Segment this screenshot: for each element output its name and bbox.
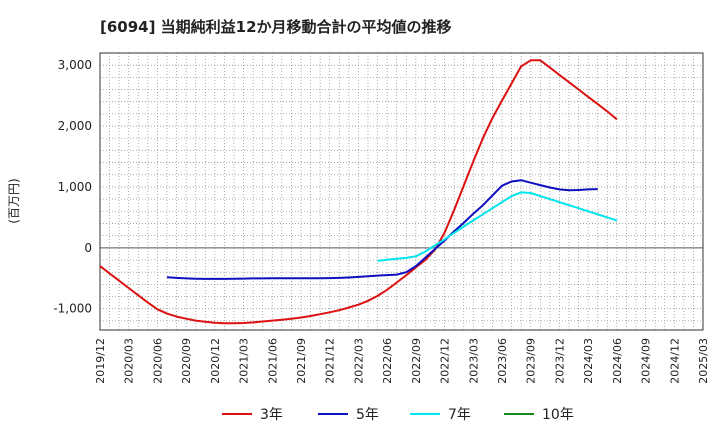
x-tick-label: 2021/06 <box>266 338 279 384</box>
x-axis-ticks: 2019/12 2020/03 2020/06 2020/09 2020/12 2021/… <box>94 338 710 384</box>
x-tick-label: 2023/03 <box>467 338 480 384</box>
series-line-3年 <box>99 59 618 325</box>
x-tick-label: 2022/09 <box>410 338 423 384</box>
x-tick-label: 2020/12 <box>209 338 222 384</box>
y-tick-label: -1,000 <box>53 302 92 316</box>
legend-label: 7年 <box>448 407 471 423</box>
y-tick-label: 1,000 <box>58 180 92 194</box>
legend-label: 5年 <box>356 407 379 423</box>
x-tick-label: 2023/12 <box>553 338 566 384</box>
y-tick-label: 0 <box>84 241 92 255</box>
series-line-7年 <box>377 191 618 262</box>
grid <box>100 52 703 330</box>
y-tick-label: 3,000 <box>58 58 92 72</box>
x-tick-label: 2021/03 <box>238 338 251 384</box>
x-tick-label: 2023/06 <box>496 338 509 384</box>
y-axis-label: (百万円) <box>7 178 21 223</box>
x-tick-label: 2019/12 <box>94 338 107 384</box>
x-tick-label: 2022/06 <box>381 338 394 384</box>
x-tick-label: 2023/09 <box>525 338 538 384</box>
x-tick-label: 2020/09 <box>180 338 193 384</box>
x-tick-label: 2024/09 <box>640 338 653 384</box>
plot-background <box>100 53 703 330</box>
x-tick-label: 2020/06 <box>151 338 164 384</box>
legend-label: 3年 <box>260 407 283 423</box>
axes <box>99 52 704 331</box>
x-tick-label: 2022/12 <box>439 338 452 384</box>
y-axis-ticks: -1,000 0 1,000 2,000 3,000 <box>53 58 92 316</box>
x-tick-label: 2021/09 <box>295 338 308 384</box>
series-lines <box>99 59 618 325</box>
plot-frame <box>99 52 704 331</box>
x-tick-label: 2024/06 <box>611 338 624 384</box>
x-tick-label: 2025/03 <box>697 338 710 384</box>
chart-title: [6094] 当期純利益12か月移動合計の平均値の推移 <box>100 18 452 36</box>
x-tick-label: 2024/03 <box>582 338 595 384</box>
x-tick-label: 2021/12 <box>324 338 337 384</box>
x-tick-label: 2022/03 <box>352 338 365 384</box>
x-tick-label: 2020/03 <box>123 338 136 384</box>
y-tick-label: 2,000 <box>58 119 92 133</box>
series-line-5年 <box>166 179 598 280</box>
legend-label: 10年 <box>542 407 574 423</box>
legend: 3年 5年 7年 10年 <box>222 407 574 423</box>
x-tick-label: 2024/12 <box>668 338 681 384</box>
